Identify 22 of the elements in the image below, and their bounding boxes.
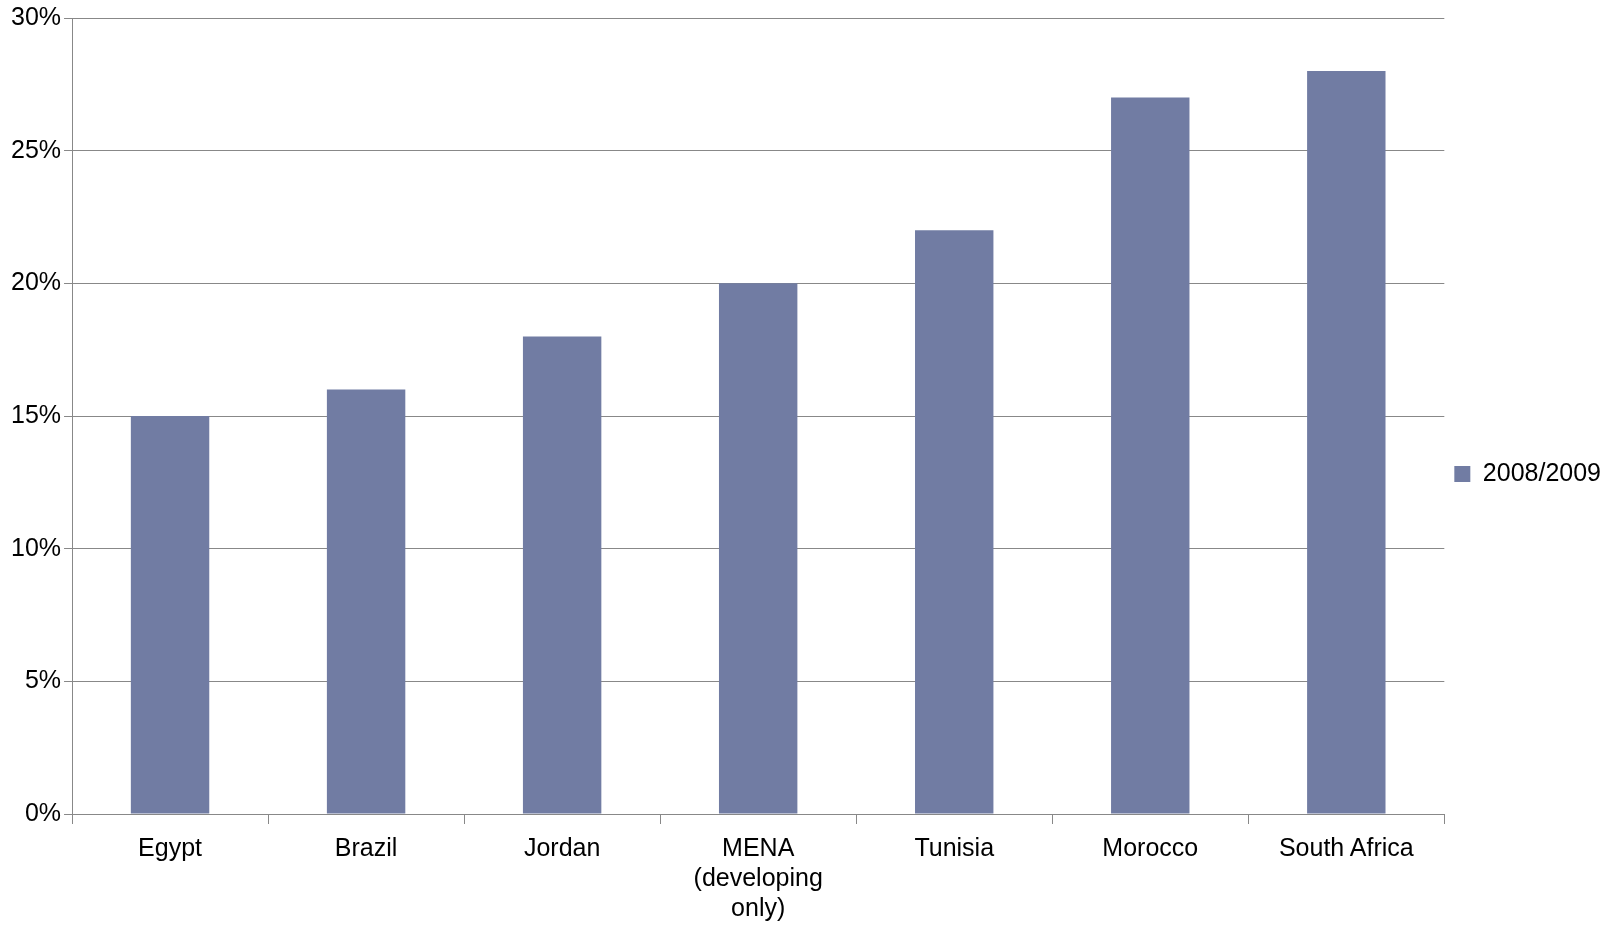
bar [1307, 71, 1386, 814]
bar [915, 230, 994, 814]
y-tick-label: 0% [24, 797, 62, 826]
y-tick-label: 10% [10, 532, 62, 561]
bar [130, 416, 210, 814]
x-tick-label: Brazil [334, 832, 398, 861]
x-tick-label: Egypt [138, 832, 203, 861]
bar [522, 336, 602, 814]
x-tick-label: Tunisia [914, 832, 995, 861]
x-tick-label: MENA (developing only) [693, 832, 823, 921]
y-tick-label: 5% [24, 665, 62, 694]
y-tick-label: 20% [10, 267, 62, 296]
y-tick-label: 25% [10, 134, 62, 163]
x-tick-label: Morocco [1102, 832, 1199, 861]
x-tick-label: Jordan [523, 832, 601, 861]
bar [718, 283, 798, 814]
bar [1111, 97, 1190, 814]
y-tick-label: 15% [10, 399, 62, 428]
bar [326, 389, 406, 814]
legend-label: 2008/2009 [1482, 457, 1602, 486]
y-tick-label: 30% [10, 1, 62, 30]
x-tick-label: South Africa [1278, 832, 1414, 861]
